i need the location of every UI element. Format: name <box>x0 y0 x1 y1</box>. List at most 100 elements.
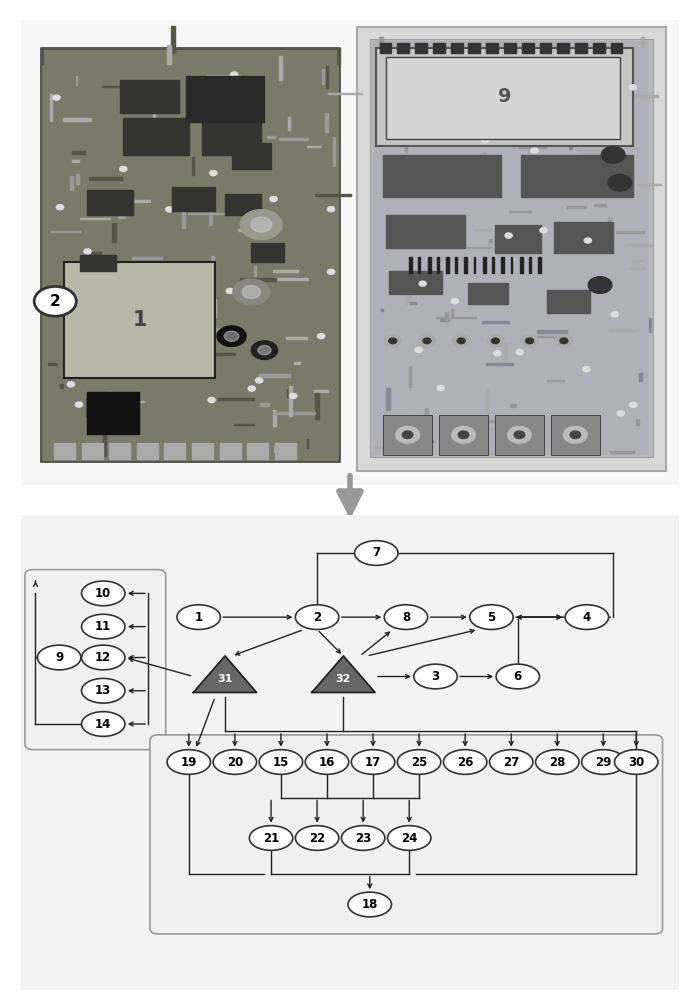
Bar <box>50 94 52 121</box>
Circle shape <box>521 335 538 347</box>
Bar <box>482 321 510 323</box>
Bar <box>649 318 651 332</box>
Circle shape <box>588 277 612 293</box>
Circle shape <box>67 382 74 387</box>
Bar <box>247 443 268 459</box>
Bar <box>620 174 634 177</box>
FancyBboxPatch shape <box>373 41 650 455</box>
Text: 25: 25 <box>411 756 427 768</box>
Bar <box>220 443 241 459</box>
Circle shape <box>76 402 83 407</box>
Ellipse shape <box>443 750 487 774</box>
Circle shape <box>230 72 238 77</box>
Bar <box>41 48 340 64</box>
Bar <box>529 257 531 273</box>
Bar <box>286 337 307 339</box>
Circle shape <box>555 335 573 347</box>
Circle shape <box>508 426 531 443</box>
Bar <box>610 451 634 453</box>
Bar <box>102 308 106 332</box>
Bar <box>274 447 277 452</box>
Text: 24: 24 <box>401 832 417 844</box>
Bar <box>132 200 150 202</box>
FancyBboxPatch shape <box>370 39 652 457</box>
FancyBboxPatch shape <box>551 415 600 455</box>
Bar <box>419 257 420 273</box>
Circle shape <box>120 166 127 171</box>
Bar <box>60 384 63 388</box>
Text: 14: 14 <box>95 718 111 730</box>
Bar <box>398 43 410 53</box>
FancyBboxPatch shape <box>386 57 620 139</box>
Bar <box>91 252 101 254</box>
Ellipse shape <box>81 712 125 736</box>
Bar <box>123 118 189 155</box>
Bar <box>486 363 512 365</box>
Ellipse shape <box>384 605 428 629</box>
Circle shape <box>258 346 271 355</box>
Bar <box>563 161 582 163</box>
Circle shape <box>452 299 458 304</box>
Bar <box>559 115 598 118</box>
Bar <box>601 88 603 100</box>
Bar <box>504 43 516 53</box>
Ellipse shape <box>565 605 608 629</box>
Circle shape <box>210 171 217 176</box>
Bar <box>451 309 453 316</box>
Circle shape <box>453 335 470 347</box>
Bar <box>522 336 561 337</box>
Text: 2: 2 <box>50 294 61 309</box>
Bar <box>379 37 383 50</box>
Ellipse shape <box>37 645 81 670</box>
FancyBboxPatch shape <box>150 735 662 934</box>
Bar <box>520 257 523 273</box>
Polygon shape <box>312 656 375 692</box>
Ellipse shape <box>388 826 431 850</box>
Bar <box>153 266 163 267</box>
Bar <box>519 145 546 148</box>
Bar <box>492 257 493 273</box>
Ellipse shape <box>81 678 125 703</box>
Circle shape <box>617 411 624 416</box>
Bar <box>314 390 328 392</box>
Bar <box>423 78 428 79</box>
Bar <box>103 392 106 408</box>
Circle shape <box>458 431 469 438</box>
FancyBboxPatch shape <box>64 262 215 378</box>
Bar <box>103 432 106 456</box>
Bar <box>307 439 309 448</box>
Circle shape <box>384 335 401 347</box>
Bar <box>499 240 514 241</box>
Bar <box>240 278 276 281</box>
Bar <box>266 151 269 165</box>
Bar <box>480 428 510 430</box>
FancyBboxPatch shape <box>44 50 337 459</box>
Bar <box>639 373 643 381</box>
Circle shape <box>611 312 618 317</box>
Circle shape <box>437 385 444 391</box>
Bar <box>289 386 292 416</box>
Bar <box>122 401 144 402</box>
Ellipse shape <box>398 750 441 774</box>
Text: 23: 23 <box>355 832 371 844</box>
Bar <box>436 317 476 318</box>
Ellipse shape <box>496 664 540 689</box>
Bar <box>578 150 612 152</box>
Bar <box>221 129 234 131</box>
Bar <box>547 380 564 381</box>
Bar <box>467 247 491 248</box>
Text: 29: 29 <box>595 756 612 768</box>
Bar <box>486 43 498 53</box>
Bar <box>455 257 457 273</box>
Circle shape <box>423 338 431 344</box>
Circle shape <box>564 426 587 443</box>
Bar <box>468 43 480 53</box>
Ellipse shape <box>536 750 579 774</box>
Circle shape <box>242 286 260 299</box>
Text: 26: 26 <box>457 756 473 768</box>
Circle shape <box>402 431 413 438</box>
Bar <box>238 229 272 231</box>
Bar <box>182 204 185 228</box>
Bar <box>195 93 197 109</box>
Circle shape <box>57 205 64 210</box>
